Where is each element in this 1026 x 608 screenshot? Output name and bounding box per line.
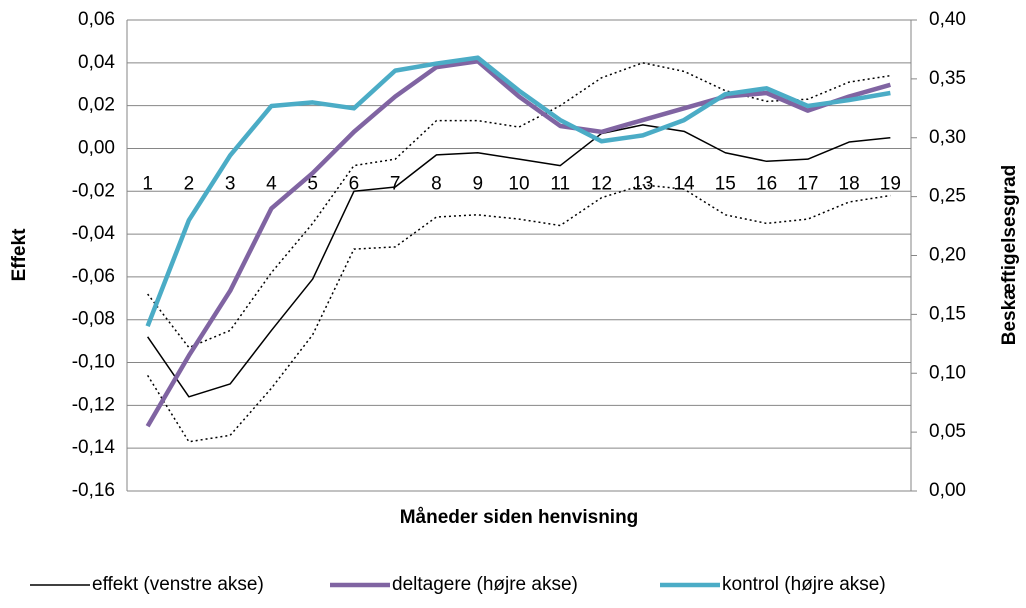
x-tick-label: 17 <box>797 173 818 194</box>
y2-axis-title: Beskæftigelsesgrad <box>999 165 1020 346</box>
line-series <box>147 62 891 349</box>
y2-tick-label: 0,20 <box>929 245 966 266</box>
y-tick-label: 0,02 <box>78 95 115 116</box>
x-tick-label: 8 <box>431 173 442 194</box>
line-series <box>146 184 891 443</box>
x-tick-label: 15 <box>715 173 736 194</box>
x-tick-label: 12 <box>591 173 612 194</box>
legend-label: effekt (venstre akse) <box>92 574 264 595</box>
x-axis-title: Måneder siden henvisning <box>400 507 639 528</box>
x-tick-label: 19 <box>880 173 901 194</box>
y-tick-label: -0,10 <box>72 352 115 373</box>
y2-tick-label: 0,00 <box>929 480 966 501</box>
y-tick-label: -0,12 <box>72 394 115 415</box>
line-series <box>145 55 891 327</box>
x-tick-label: 5 <box>307 173 318 194</box>
line-series <box>147 124 891 398</box>
line-series <box>145 58 891 428</box>
y-axis-title: Effekt <box>9 228 30 281</box>
legend-label: kontrol (højre akse) <box>722 574 886 595</box>
y2-tick-label: 0,35 <box>929 68 966 89</box>
y-tick-label: 0,04 <box>78 52 115 73</box>
y2-tick-label: 0,40 <box>929 9 966 30</box>
y-tick-label: 0,06 <box>78 9 115 30</box>
y2-tick-label: 0,10 <box>929 362 966 383</box>
x-tick-label: 1 <box>142 173 153 194</box>
x-tick-label: 6 <box>349 173 360 194</box>
y-tick-label: -0,02 <box>72 180 115 201</box>
x-tick-label: 18 <box>839 173 860 194</box>
x-tick-label: 16 <box>756 173 777 194</box>
x-tick-label: 10 <box>508 173 529 194</box>
y2-tick-label: 0,15 <box>929 303 966 324</box>
y-tick-label: -0,04 <box>72 223 116 244</box>
x-tick-label: 11 <box>550 173 570 194</box>
y-tick-label: -0,14 <box>72 437 116 458</box>
y-tick-label: 0,00 <box>78 137 115 158</box>
y-tick-label: -0,16 <box>72 480 115 501</box>
x-tick-label: 3 <box>225 173 236 194</box>
legend-label: deltagere (højre akse) <box>392 574 578 595</box>
y2-tick-label: 0,05 <box>929 421 966 442</box>
x-tick-label: 2 <box>184 173 195 194</box>
y-tick-label: -0,08 <box>72 309 115 330</box>
x-tick-label: 14 <box>673 173 695 194</box>
x-tick-label: 4 <box>266 173 277 194</box>
x-tick-label: 13 <box>632 173 653 194</box>
y2-tick-label: 0,30 <box>929 127 966 148</box>
y2-tick-label: 0,25 <box>929 186 966 207</box>
x-tick-label: 7 <box>390 173 401 194</box>
x-tick-label: 9 <box>472 173 483 194</box>
y-tick-label: -0,06 <box>72 266 115 287</box>
